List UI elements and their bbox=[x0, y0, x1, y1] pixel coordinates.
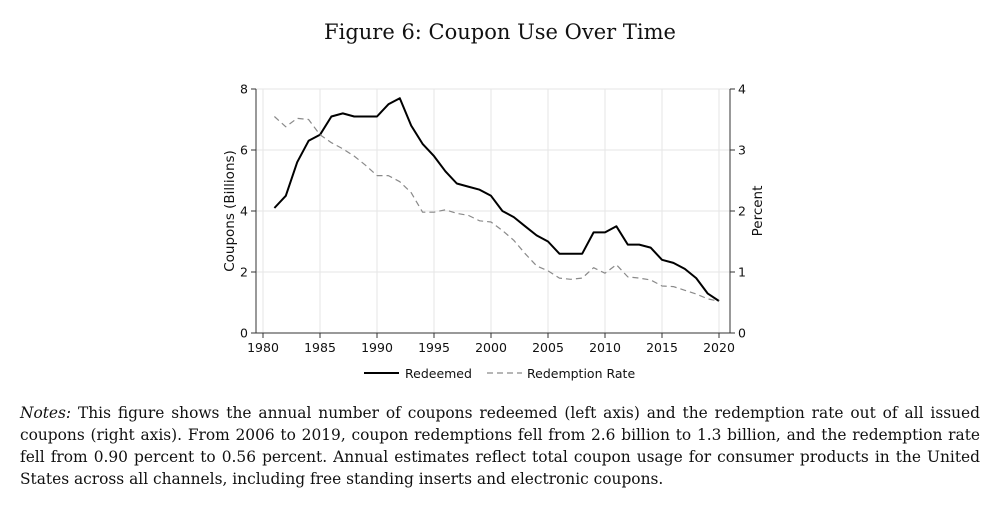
x-tick-label: 2000 bbox=[475, 340, 507, 355]
figure-notes: Notes: This figure shows the annual numb… bbox=[20, 402, 980, 490]
x-tick-label: 2020 bbox=[703, 340, 735, 355]
y-right-tick-label: 3 bbox=[738, 143, 746, 158]
y-left-tick-label: 2 bbox=[240, 265, 248, 280]
notes-body: This figure shows the annual number of c… bbox=[20, 404, 980, 488]
x-tick-label: 1980 bbox=[247, 340, 279, 355]
x-tick-label: 2010 bbox=[589, 340, 621, 355]
y-left-tick-label: 4 bbox=[240, 204, 248, 219]
x-tick-label: 2005 bbox=[532, 340, 564, 355]
y-right-tick-label: 2 bbox=[738, 204, 746, 219]
y-axis-right-label: Percent bbox=[750, 186, 766, 237]
y-right-tick-label: 4 bbox=[738, 82, 746, 97]
x-tick-label: 1990 bbox=[361, 340, 393, 355]
figure-title: Figure 6: Coupon Use Over Time bbox=[324, 20, 676, 44]
axes bbox=[251, 88, 735, 338]
legend-label-redemption-rate: Redemption Rate bbox=[527, 366, 635, 381]
series-line-redemption-rate bbox=[273, 116, 720, 302]
y-left-tick-label: 8 bbox=[240, 82, 248, 97]
notes-lead: Notes: bbox=[20, 404, 72, 422]
series-line-redeemed bbox=[273, 97, 720, 302]
legend: Redeemed Redemption Rate bbox=[364, 366, 635, 381]
x-tick-label: 1985 bbox=[304, 340, 336, 355]
x-tick-label: 1995 bbox=[418, 340, 450, 355]
x-tick-label: 2015 bbox=[646, 340, 678, 355]
y-left-tick-label: 0 bbox=[240, 326, 248, 341]
y-axis-left-label: Coupons (Billions) bbox=[222, 150, 238, 272]
legend-label-redeemed: Redeemed bbox=[405, 366, 472, 381]
y-right-tick-label: 0 bbox=[738, 326, 746, 341]
tick-labels: 1980 1985 1990 1995 2000 2005 2010 2015 20200246… bbox=[240, 82, 746, 356]
y-left-tick-label: 6 bbox=[240, 143, 248, 158]
series-lines bbox=[273, 97, 720, 302]
y-right-tick-label: 1 bbox=[738, 265, 746, 280]
